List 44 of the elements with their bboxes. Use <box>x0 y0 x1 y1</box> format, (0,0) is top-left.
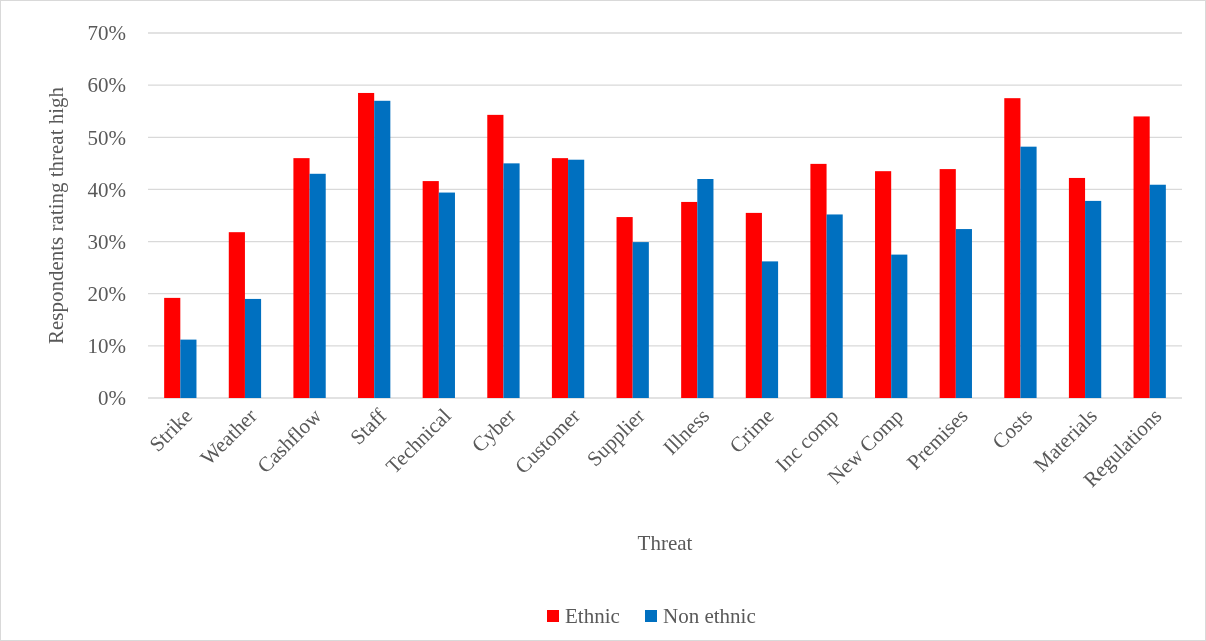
bar <box>1004 98 1021 398</box>
bar <box>632 242 649 398</box>
y-tick-label: 0% <box>98 386 126 411</box>
bar <box>309 173 326 398</box>
bar <box>681 201 698 398</box>
bar <box>568 159 585 398</box>
bar <box>164 297 181 398</box>
bar <box>875 171 892 398</box>
y-tick-label: 50% <box>87 125 126 150</box>
bar <box>939 169 956 398</box>
legend-label: Non ethnic <box>663 604 756 629</box>
legend-label: Ethnic <box>565 604 620 629</box>
bar <box>955 229 972 398</box>
bar <box>810 163 827 398</box>
bar <box>551 158 569 398</box>
y-tick-label: 40% <box>87 177 126 202</box>
bar <box>228 232 245 398</box>
y-tick-label: 60% <box>87 73 126 98</box>
y-tick-label: 30% <box>87 229 126 254</box>
bar <box>244 298 262 398</box>
y-tick-label: 20% <box>87 282 126 307</box>
bar <box>374 100 391 398</box>
bar <box>616 217 633 398</box>
bar <box>697 179 714 398</box>
bar <box>1020 146 1037 398</box>
bar <box>422 181 439 398</box>
y-tick-label: 70% <box>87 21 126 46</box>
bar <box>503 163 520 398</box>
y-axis-title: Respondents rating threat high <box>44 86 68 345</box>
bar <box>358 92 375 398</box>
bar <box>1068 177 1086 398</box>
bar <box>826 214 843 398</box>
bar <box>487 114 504 398</box>
bar <box>1085 200 1102 398</box>
bar <box>293 158 310 398</box>
bar <box>1133 116 1150 398</box>
bar <box>1149 184 1166 398</box>
bar <box>180 339 197 398</box>
bar <box>761 261 779 398</box>
bar <box>438 192 455 398</box>
bar <box>891 254 908 398</box>
bar <box>745 212 762 398</box>
x-axis-title: Threat <box>637 531 693 555</box>
y-tick-label: 10% <box>87 334 126 359</box>
